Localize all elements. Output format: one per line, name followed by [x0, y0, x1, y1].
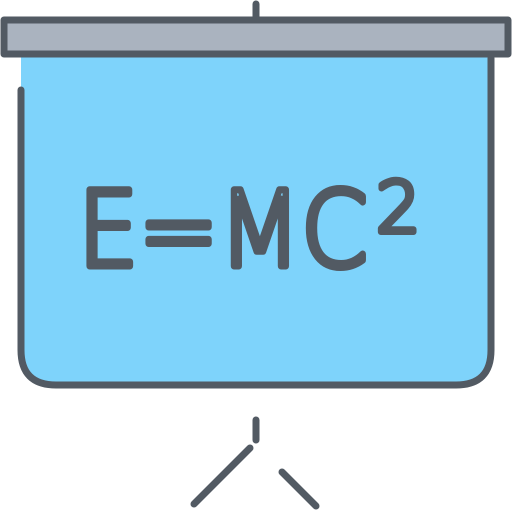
screen-outline	[17, 54, 495, 389]
stand-leg-right	[278, 468, 320, 510]
formula-exponent-text: 2	[376, 167, 421, 249]
screen-panel	[21, 50, 491, 385]
formula-main-text: E=MC	[78, 169, 368, 291]
roller-bar	[0, 16, 512, 58]
stand-leg-left	[190, 444, 254, 508]
